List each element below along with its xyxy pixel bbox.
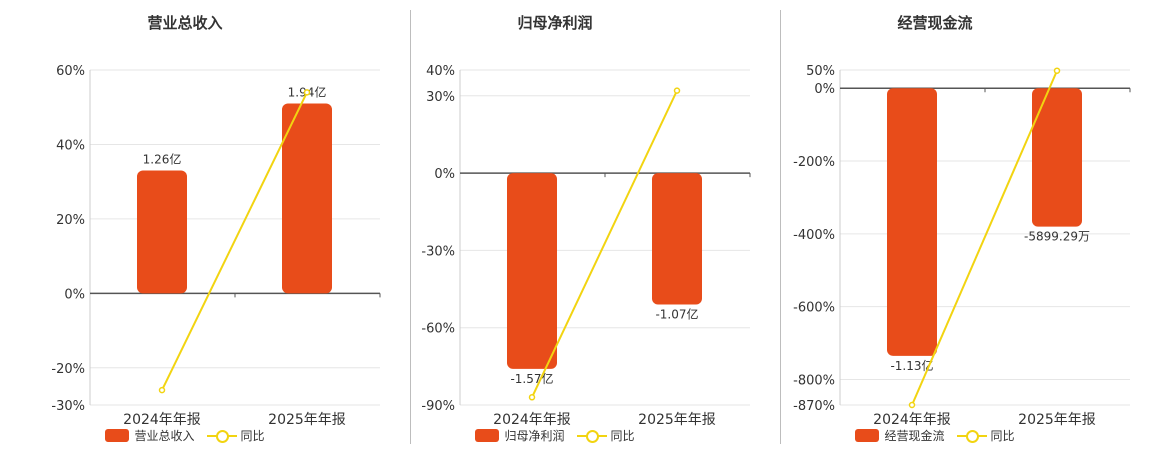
yoy-line (531, 90, 678, 398)
y-tick-label: -60% (421, 322, 455, 337)
y-tick-label: 0% (434, 167, 455, 182)
legend-bar-swatch (105, 429, 130, 442)
y-tick-label: -600% (793, 301, 835, 316)
y-tick-label: 40% (56, 138, 85, 153)
legend-line-swatch (206, 429, 237, 443)
y-tick-label: -870% (793, 399, 835, 414)
y-tick-label: -800% (793, 374, 835, 389)
y-tick-label: 50% (806, 64, 835, 79)
y-tick-label: -90% (421, 399, 455, 414)
bar (887, 88, 937, 356)
chart-panel-revenue: 营业总收入 60%40%20%0%-20%-30%1.26亿1.94亿2024年… (0, 0, 381, 450)
x-tick-label: 2024年年报 (123, 412, 201, 428)
x-tick-label: 2025年年报 (268, 412, 346, 428)
yoy-point (303, 89, 311, 96)
y-tick-label: -30% (51, 399, 85, 414)
legend: 营业总收入 同比 (0, 427, 370, 444)
y-tick-label: 0% (814, 82, 835, 97)
chart-panel-cash-flow: 经营现金流 50% 0% -200% -400% -600% -800% -870% -1.1… (750, 0, 1131, 450)
bar (1032, 88, 1082, 227)
y-tick-label: -30% (421, 244, 455, 259)
yoy-line (161, 91, 308, 391)
chart-svg: 60%40%20%0%-20%-30%1.26亿1.94亿2024年年报2025… (51, 64, 381, 428)
bar (282, 103, 332, 294)
legend-bar-swatch (855, 429, 880, 442)
y-tick-label: 30% (426, 90, 455, 105)
x-tick-label: 2025年年报 (1018, 412, 1096, 428)
bar (652, 173, 702, 305)
y-tick-label: 60% (56, 64, 85, 79)
y-tick-label: 0% (64, 287, 85, 302)
legend-line-label: 同比 (610, 429, 635, 443)
yoy-line (911, 70, 1058, 406)
legend: 经营现金流 同比 (750, 427, 1120, 444)
yoy-point (908, 401, 916, 409)
legend-line-swatch (576, 429, 607, 443)
legend-bar-swatch (475, 429, 500, 442)
bar-value-label: -1.57亿 (510, 371, 553, 386)
legend-line-swatch (956, 429, 987, 443)
y-tick-label: 20% (56, 213, 85, 228)
y-tick-label: 40% (426, 64, 455, 79)
y-tick-label: -200% (793, 155, 835, 170)
chart-title: 营业总收入 (147, 14, 223, 32)
bar (507, 173, 557, 369)
x-tick-label: 2024年年报 (873, 412, 951, 428)
panel-divider (780, 10, 781, 444)
bar-value-label: -5899.29万 (1024, 230, 1090, 244)
chart-svg: 40% 30% 0% -30% -60% -90% -1.57亿 -1.07亿 2024年年报 2… (421, 64, 751, 428)
panel-divider (410, 10, 411, 444)
legend-line-label: 同比 (990, 429, 1015, 443)
chart-panel-net-profit: 归母净利润 40% 30% 0% -30% -60% -90% -1.57亿 -1.07亿 20… (370, 0, 751, 450)
bar-value-label: 1.26亿 (143, 152, 182, 167)
bar-value-label: -1.07亿 (655, 307, 698, 322)
chart-title: 归母净利润 (517, 14, 593, 32)
legend-bar-label: 经营现金流 (884, 429, 945, 443)
chart-title: 经营现金流 (897, 14, 973, 32)
chart-svg: 50% 0% -200% -400% -600% -800% -870% -1.13亿 -589… (793, 64, 1131, 428)
legend: 归母净利润 同比 (370, 427, 740, 444)
legend-line-label: 同比 (240, 429, 265, 443)
x-tick-label: 2025年年报 (638, 412, 716, 428)
yoy-point (158, 386, 166, 394)
yoy-point (673, 87, 681, 94)
yoy-point (528, 394, 536, 401)
x-tick-label: 2024年年报 (493, 412, 571, 428)
bar-value-label: -1.13亿 (890, 358, 933, 373)
yoy-point (1053, 67, 1061, 74)
legend-bar-label: 归母净利润 (504, 429, 565, 443)
y-tick-label: -400% (793, 228, 835, 243)
y-tick-label: -20% (51, 362, 85, 377)
bar (137, 170, 187, 294)
legend-bar-label: 营业总收入 (134, 429, 195, 443)
